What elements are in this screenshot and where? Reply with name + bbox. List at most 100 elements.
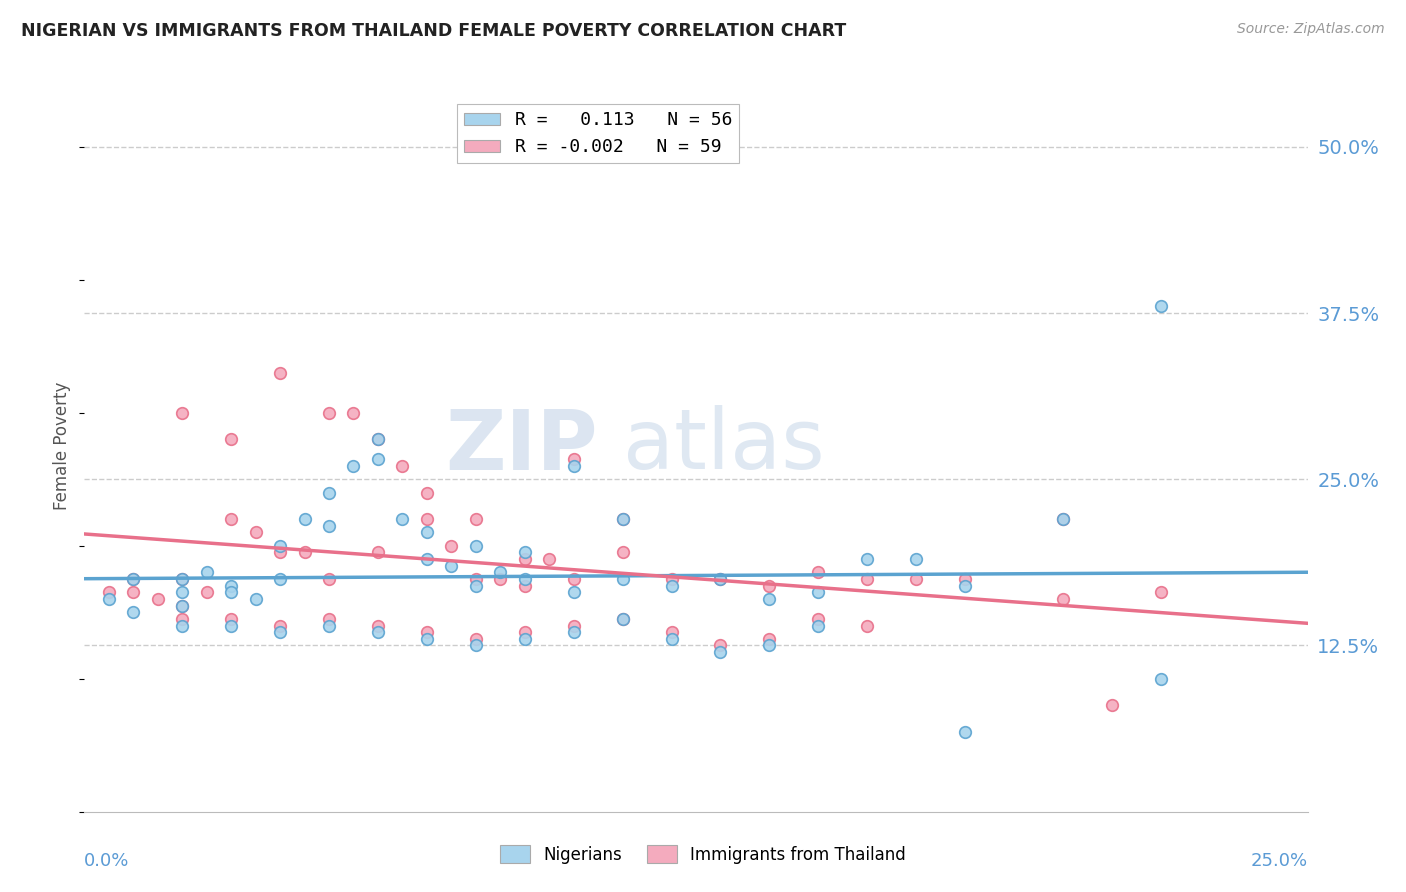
Point [709, 639, 731, 653]
Point [562, 458, 585, 473]
Point [172, 599, 194, 613]
Point [318, 406, 340, 420]
Point [661, 579, 683, 593]
Point [416, 625, 439, 640]
Point [464, 572, 486, 586]
Point [612, 512, 634, 526]
Point [219, 579, 242, 593]
Point [269, 572, 291, 586]
Point [562, 585, 585, 599]
Point [856, 572, 879, 586]
Point [758, 632, 780, 646]
Point [367, 433, 389, 447]
Point [97, 585, 120, 599]
Point [513, 579, 536, 593]
Point [562, 625, 585, 640]
Text: ZIP: ZIP [446, 406, 598, 486]
Point [661, 625, 683, 640]
Point [318, 572, 340, 586]
Point [269, 618, 291, 632]
Point [172, 572, 194, 586]
Point [269, 545, 291, 559]
Point [219, 433, 242, 447]
Point [953, 579, 976, 593]
Point [661, 572, 683, 586]
Point [367, 625, 389, 640]
Point [245, 591, 267, 606]
Point [758, 579, 780, 593]
Point [856, 552, 879, 566]
Point [905, 572, 928, 586]
Point [1052, 591, 1074, 606]
Point [709, 572, 731, 586]
Point [1052, 512, 1074, 526]
Point [172, 406, 194, 420]
Text: 0.0%: 0.0% [84, 852, 129, 870]
Point [367, 452, 389, 467]
Point [172, 612, 194, 626]
Point [342, 458, 364, 473]
Point [146, 591, 169, 606]
Point [562, 452, 585, 467]
Point [172, 618, 194, 632]
Point [172, 599, 194, 613]
Point [758, 591, 780, 606]
Point [318, 485, 340, 500]
Point [513, 552, 536, 566]
Point [391, 458, 413, 473]
Point [122, 572, 145, 586]
Point [489, 566, 512, 580]
Point [367, 545, 389, 559]
Point [245, 525, 267, 540]
Point [612, 612, 634, 626]
Point [122, 605, 145, 619]
Point [440, 558, 463, 573]
Point [416, 485, 439, 500]
Point [1052, 512, 1074, 526]
Point [612, 545, 634, 559]
Point [195, 566, 218, 580]
Point [538, 552, 561, 566]
Point [1101, 698, 1123, 713]
Point [122, 572, 145, 586]
Point [318, 612, 340, 626]
Point [1150, 672, 1173, 686]
Point [342, 406, 364, 420]
Point [513, 632, 536, 646]
Point [318, 618, 340, 632]
Point [709, 572, 731, 586]
Point [219, 585, 242, 599]
Point [464, 512, 486, 526]
Point [953, 725, 976, 739]
Point [709, 645, 731, 659]
Point [1150, 585, 1173, 599]
Text: 25.0%: 25.0% [1250, 852, 1308, 870]
Point [219, 618, 242, 632]
Point [464, 539, 486, 553]
Text: atlas: atlas [623, 406, 824, 486]
Point [269, 366, 291, 380]
Point [612, 512, 634, 526]
Point [562, 572, 585, 586]
Point [661, 632, 683, 646]
Text: NIGERIAN VS IMMIGRANTS FROM THAILAND FEMALE POVERTY CORRELATION CHART: NIGERIAN VS IMMIGRANTS FROM THAILAND FEM… [21, 22, 846, 40]
Point [562, 618, 585, 632]
Point [489, 572, 512, 586]
Point [612, 612, 634, 626]
Point [416, 632, 439, 646]
Point [367, 618, 389, 632]
Point [807, 566, 830, 580]
Point [513, 545, 536, 559]
Point [269, 539, 291, 553]
Text: Source: ZipAtlas.com: Source: ZipAtlas.com [1237, 22, 1385, 37]
Point [391, 512, 413, 526]
Point [318, 518, 340, 533]
Point [416, 525, 439, 540]
Point [294, 545, 316, 559]
Point [807, 618, 830, 632]
Point [1150, 299, 1173, 313]
Y-axis label: Female Poverty: Female Poverty [53, 382, 72, 510]
Legend: Nigerians, Immigrants from Thailand: Nigerians, Immigrants from Thailand [494, 838, 912, 871]
Point [464, 632, 486, 646]
Point [513, 625, 536, 640]
